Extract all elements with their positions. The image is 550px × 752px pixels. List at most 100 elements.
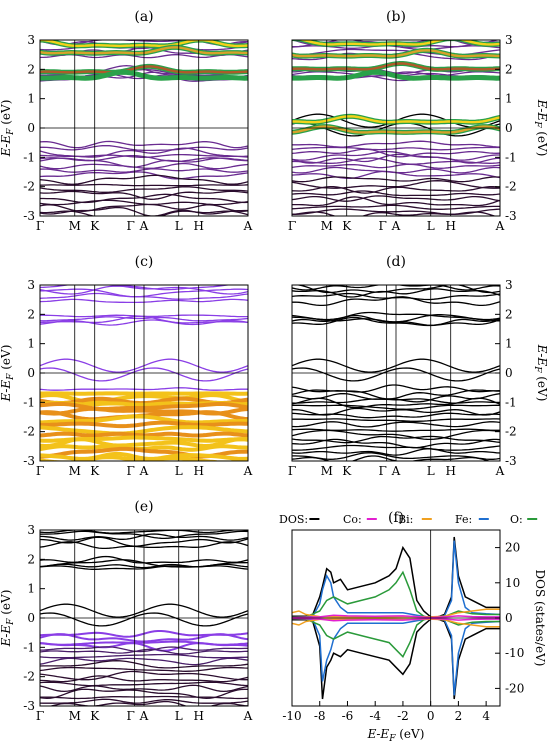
x-tick-label-3: -4 bbox=[369, 709, 381, 723]
y-tick-label-2: 1 bbox=[505, 92, 513, 106]
dos-series-4-y_up bbox=[292, 614, 500, 619]
panel-label-a: (a) bbox=[134, 9, 153, 25]
legend-label-0: DOS: bbox=[279, 513, 308, 526]
kpoint-label-1: M bbox=[69, 709, 81, 723]
y-axis-label: E-EF (eV) bbox=[0, 590, 16, 648]
dos-series-0-y_up bbox=[292, 536, 500, 618]
kpoint-label-5: L bbox=[175, 219, 183, 233]
legend-label-4: O: bbox=[510, 513, 523, 526]
kpoint-label-3: Γ bbox=[378, 219, 386, 233]
kpoint-label-6: H bbox=[193, 464, 203, 478]
y-tick-label-6: -3 bbox=[505, 209, 517, 223]
y-tick-label-5: -2 bbox=[23, 670, 35, 684]
x-tick-label-4: -2 bbox=[397, 709, 409, 723]
x-tick-label-7: 4 bbox=[482, 709, 490, 723]
y-tick-label-6: -3 bbox=[23, 699, 35, 713]
y-tick-label-3: 0 bbox=[27, 366, 35, 380]
y-axis-label: E-EF (eV) bbox=[0, 100, 16, 158]
y-tick-label-3: 0 bbox=[27, 611, 35, 625]
y-tick-label-5: -2 bbox=[505, 425, 517, 439]
dos-series-1-y_down bbox=[292, 617, 500, 696]
kpoint-label-2: K bbox=[342, 464, 352, 478]
y-tick-label-2: 1 bbox=[27, 582, 35, 596]
kpoint-label-4: A bbox=[391, 464, 401, 478]
kpoint-label-2: K bbox=[90, 464, 100, 478]
y-tick-label-3: 0 bbox=[505, 121, 513, 135]
y-tick-label-1: 2 bbox=[505, 307, 513, 321]
dos-series-2-y_up bbox=[292, 570, 500, 619]
y-tick-label-2: 1 bbox=[27, 92, 35, 106]
kpoint-label-5: L bbox=[427, 219, 435, 233]
x-tick-label-5: 0 bbox=[427, 709, 435, 723]
kpoint-label-0: Γ bbox=[36, 709, 44, 723]
kpoint-label-6: H bbox=[445, 464, 455, 478]
kpoint-label-4: A bbox=[139, 219, 149, 233]
kpoint-label-5: L bbox=[175, 709, 183, 723]
legend-label-3: Fe: bbox=[455, 513, 472, 526]
y-tick-label-1: 2 bbox=[27, 307, 35, 321]
kpoint-label-2: K bbox=[90, 219, 100, 233]
y-tick-label-6: -3 bbox=[23, 454, 35, 468]
kpoint-label-6: H bbox=[193, 219, 203, 233]
kpoint-label-3: Γ bbox=[126, 219, 134, 233]
y-tick-label-4: -1 bbox=[505, 395, 517, 409]
kpoint-label-0: Γ bbox=[36, 464, 44, 478]
x-tick-label-1: -8 bbox=[314, 709, 326, 723]
panel-label-e: (e) bbox=[134, 499, 153, 515]
kpoint-label-3: Γ bbox=[378, 464, 386, 478]
kpoint-label-7: A bbox=[495, 464, 505, 478]
y-tick-label-5: -2 bbox=[23, 180, 35, 194]
kpoint-label-0: Γ bbox=[36, 219, 44, 233]
y-tick-label-0: 3 bbox=[505, 33, 513, 47]
y-tick-label-3: -10 bbox=[505, 646, 524, 660]
kpoint-label-4: A bbox=[139, 464, 149, 478]
dos-series-1-y_up bbox=[292, 540, 500, 619]
y-tick-label-2: 1 bbox=[27, 337, 35, 351]
y-tick-label-2: 0 bbox=[505, 611, 513, 625]
kpoint-label-0: Γ bbox=[288, 219, 296, 233]
y-tick-label-0: 3 bbox=[27, 523, 35, 537]
x-axis-label: E-EF (eV) bbox=[367, 727, 425, 744]
y-tick-label-4: -20 bbox=[505, 681, 524, 695]
panel-label-f: (f) bbox=[388, 510, 404, 526]
kpoint-label-5: L bbox=[175, 464, 183, 478]
y-tick-label-0: 3 bbox=[505, 278, 513, 292]
y-tick-label-4: -1 bbox=[23, 640, 35, 654]
kpoint-label-0: Γ bbox=[288, 464, 296, 478]
kpoint-label-2: K bbox=[90, 709, 100, 723]
x-tick-label-0: -10 bbox=[282, 709, 301, 723]
kpoint-label-4: A bbox=[139, 709, 149, 723]
kpoint-label-3: Γ bbox=[126, 464, 134, 478]
y-axis-label: DOS (states/eV) bbox=[533, 570, 547, 667]
dos-lines bbox=[292, 536, 500, 700]
y-tick-label-2: 1 bbox=[505, 337, 513, 351]
x-tick-label-6: 2 bbox=[455, 709, 463, 723]
y-tick-label-5: -2 bbox=[505, 180, 517, 194]
legend-label-1: Co: bbox=[343, 513, 362, 526]
legend-label-2: Bi: bbox=[398, 513, 413, 526]
y-tick-label-4: -1 bbox=[23, 395, 35, 409]
kpoint-label-2: K bbox=[342, 219, 352, 233]
kpoint-label-5: L bbox=[427, 464, 435, 478]
kpoint-label-4: A bbox=[391, 219, 401, 233]
panel-label-b: (b) bbox=[386, 9, 406, 25]
y-tick-label-3: 0 bbox=[505, 366, 513, 380]
kpoint-label-3: Γ bbox=[126, 709, 134, 723]
dos-series-0-y_down bbox=[292, 618, 500, 700]
y-tick-label-0: 20 bbox=[505, 541, 520, 555]
kpoint-label-1: M bbox=[69, 464, 81, 478]
y-axis-label: E-EF (eV) bbox=[532, 99, 549, 157]
panel-label-d: (d) bbox=[386, 254, 406, 270]
dos-series-4-y_down bbox=[292, 617, 500, 622]
x-tick-label-2: -6 bbox=[342, 709, 354, 723]
y-tick-label-4: -1 bbox=[23, 150, 35, 164]
dos-series-2-y_down bbox=[292, 617, 500, 658]
y-tick-label-0: 3 bbox=[27, 33, 35, 47]
kpoint-label-7: A bbox=[243, 709, 253, 723]
y-tick-label-5: -2 bbox=[23, 425, 35, 439]
